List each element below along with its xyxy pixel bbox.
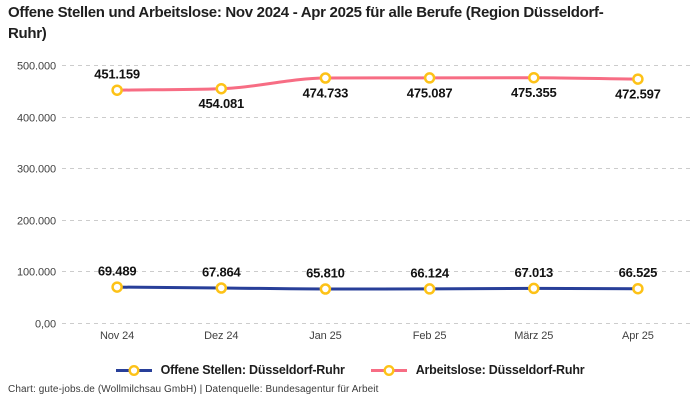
legend-label-offene-stellen: Offene Stellen: Düsseldorf-Ruhr [160,363,345,377]
legend-item-offene-stellen: Offene Stellen: Düsseldorf-Ruhr [115,363,345,377]
y-axis-tick-label: 0,00 [35,319,56,331]
data-point-label: 66.525 [619,265,658,280]
data-point-marker [111,84,123,96]
legend-item-arbeitslose: Arbeitslose: Düsseldorf-Ruhr [370,363,585,377]
x-axis-tick-label: März 25 [514,330,553,342]
data-point-label: 454.081 [199,96,245,111]
chart-legend: Offene Stellen: Düsseldorf-Ruhr Arbeitsl… [0,359,700,381]
series-line-arbeitslose [115,76,640,92]
data-point-label: 67.013 [515,265,554,280]
x-axis-tick-label: Jan 25 [309,330,341,342]
data-point-marker [215,282,228,294]
data-point-marker [423,72,436,84]
data-point-label: 66.124 [410,265,450,280]
data-point-marker [111,281,123,293]
data-point-label: 67.864 [202,265,242,280]
data-point-label: 451.159 [94,67,140,82]
data-point-label: 65.810 [306,266,345,281]
legend-label-arbeitslose: Arbeitslose: Düsseldorf-Ruhr [415,363,585,377]
y-axis-tick-label: 300.000 [17,164,56,176]
data-point-label: 475.355 [511,85,557,100]
x-axis-tick-label: Apr 25 [622,330,654,342]
y-axis-tick-label: 500.000 [17,61,56,73]
data-point-marker [423,283,436,295]
data-point-marker [632,73,644,85]
data-point-marker [528,282,540,295]
data-point-marker [319,72,332,84]
x-axis-tick-label: Nov 24 [100,330,134,342]
y-axis-tick-label: 400.000 [17,113,56,125]
data-point-marker [319,283,332,295]
attribution-text: Chart: gute-jobs.de (Wollmilchsau GmbH) … [8,384,379,395]
data-point-marker [528,71,540,84]
data-point-label: 69.489 [98,264,137,279]
x-axis-tick-label: Dez 24 [204,330,238,342]
y-axis-tick-label: 200.000 [17,216,56,228]
data-point-label: 474.733 [303,86,349,101]
chart-title: Offene Stellen und Arbeitslose: Nov 2024… [8,4,604,42]
data-point-label: 475.087 [407,85,453,100]
data-point-marker [215,82,228,95]
legend-line-marker-icon [370,364,407,376]
data-point-marker [632,282,644,295]
legend-line-marker-icon [115,364,152,376]
series-line-offene-stellen [115,285,640,291]
data-point-label: 472.597 [615,87,661,102]
x-axis-tick-label: Feb 25 [413,330,447,342]
y-axis-tick-label: 100.000 [17,267,56,279]
